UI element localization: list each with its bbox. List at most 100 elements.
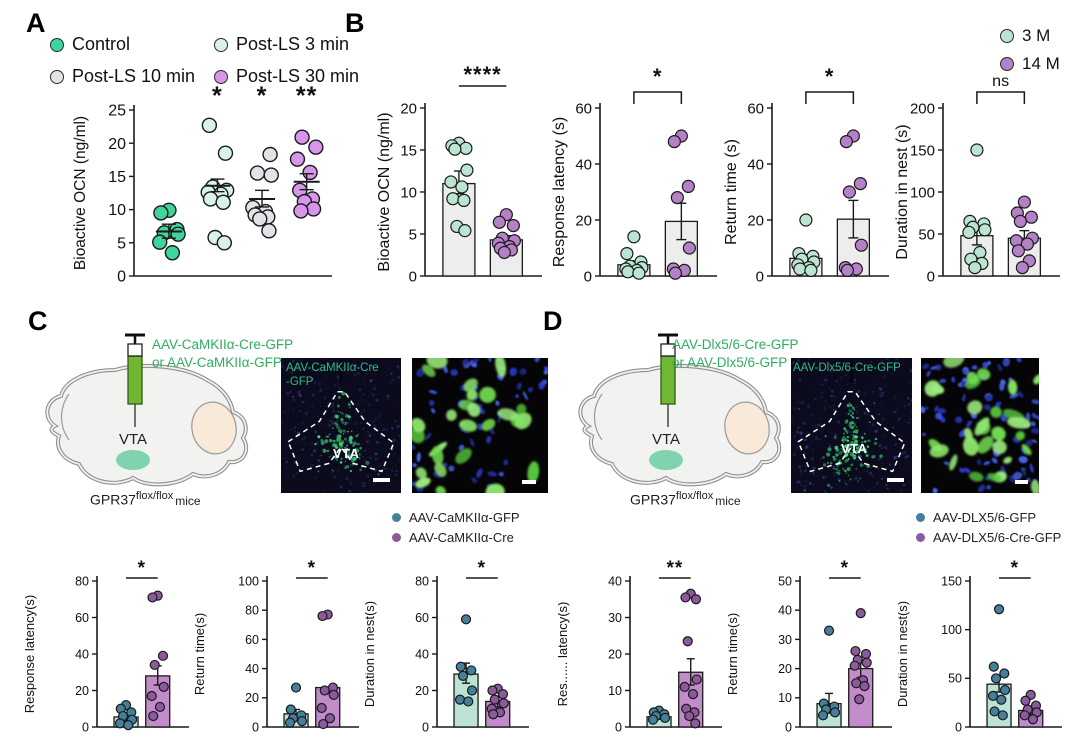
svg-text:50: 50 [918,226,935,243]
legend-item-postls-3min: Post-LS 3 min [214,34,359,55]
svg-text:80: 80 [415,574,429,588]
micro-image-label: AAV-CaMKIIα-Cre -GFP [286,362,379,388]
svg-text:0: 0 [927,268,935,285]
chart-response-latency-age: 0 20 40 60 Response latency (s) * [551,64,717,285]
svg-text:0: 0 [252,720,259,734]
svg-text:40: 40 [608,574,622,588]
svg-text:10: 10 [608,684,622,698]
svg-text:20: 20 [75,684,89,698]
micro-image-vta-section-camkii: AAV-CaMKIIα-Cre -GFP VTA [281,358,401,493]
svg-text:150: 150 [910,142,935,159]
svg-text:50: 50 [778,574,792,588]
legend-label: AAV-CaMKIIα-GFP [409,510,520,525]
svg-text:*: * [841,558,849,579]
chart-duration-in-nest-dlx: 0 50 100 150 Duration in nest(s) * [898,558,1062,734]
svg-text:5: 5 [117,235,126,252]
svg-text:60: 60 [575,100,592,117]
chart-return-time-dlx: 0 10 20 30 40 50 Return time(s) * [728,558,892,734]
svg-text:Return time(s): Return time(s) [195,613,207,695]
cerebellum-region [724,401,770,455]
vta-overlay-label: VTA [841,441,868,456]
svg-text:Response latency(s): Response latency(s) [25,595,37,714]
svg-text:ns: ns [992,73,1009,90]
svg-text:40: 40 [778,604,792,618]
svg-text:80: 80 [245,604,259,618]
panel-label-d: D [543,306,563,336]
legend-label: AAV-DLX5/6-Cre-GFP [933,530,1062,545]
svg-text:20: 20 [575,212,592,229]
svg-text:*: * [138,558,146,579]
svg-text:Return time (s): Return time (s) [723,139,740,245]
legend-item-camkii-cre: AAV-CaMKIIα-Cre [392,530,520,545]
brain-diagram-dlx: VTA [578,333,782,487]
legend-label: AAV-CaMKIIα-Cre [409,530,514,545]
svg-text:Res...... latency(s): Res...... latency(s) [558,602,570,707]
legend-label: 3 M [1022,26,1051,45]
mouse-line-label-d: GPR37flox/flox mice [630,490,741,508]
svg-text:20: 20 [778,662,792,676]
svg-text:0: 0 [756,268,764,285]
legend-dot-3m [1000,29,1014,43]
legend-item-dlx-cre-gfp: AAV-DLX5/6-Cre-GFP [916,530,1061,545]
chart-duration-in-nest-camkii: 0 20 40 60 80 Duration in nest(s) * [365,558,529,734]
svg-text:Return time(s): Return time(s) [728,613,740,695]
vta-label: VTA [119,431,147,448]
svg-text:25: 25 [108,103,126,120]
svg-text:20: 20 [747,212,764,229]
legend-label: 14 M [1022,54,1060,73]
svg-text:*: * [308,558,316,579]
svg-text:40: 40 [575,156,592,173]
svg-text:20: 20 [415,684,429,698]
micro-image-label: AAV-Dlx5/6-Cre-GFP [793,362,901,374]
legend-label: Post-LS 30 min [236,66,360,86]
svg-text:5: 5 [409,226,417,243]
svg-text:Response latency (s): Response latency (s) [551,117,568,267]
vta-region [649,450,683,470]
svg-text:100: 100 [941,623,962,637]
svg-text:0: 0 [117,269,126,286]
legend-item-control: Control [50,34,208,55]
brain-outline [578,363,782,487]
svg-text:0: 0 [82,720,89,734]
svg-text:10: 10 [778,691,792,705]
legend-dot-14m [1000,57,1014,71]
legend-label: AAV-DLX5/6-GFP [933,510,1037,525]
svg-text:20: 20 [608,647,622,661]
scale-bar [373,478,390,482]
legend-item-dlx-gfp: AAV-DLX5/6-GFP [916,510,1061,525]
panel-label-a: A [26,8,46,38]
panel-a-legend: Control Post-LS 3 min Post-LS 10 min Pos… [50,34,359,87]
legend-item-camkii-gfp: AAV-CaMKIIα-GFP [392,510,520,525]
chart-response-latency-dlx: 0 10 20 30 40 Res...... latency(s) ** [558,558,722,734]
svg-text:Bioactive OCN (ng/ml): Bioactive OCN (ng/ml) [376,112,393,271]
mouse-line-label-c: GPR37flox/flox mice [90,490,201,508]
svg-text:*: * [1011,558,1019,579]
legend-dot-dlx-gfp [916,513,925,522]
micro-image-cells-dlx [921,358,1039,493]
scale-bar [522,480,536,484]
svg-text:0: 0 [422,720,429,734]
legend-dot-postls-10min [50,69,64,84]
svg-text:20: 20 [108,136,126,153]
legend-item-3m: 3 M [1000,26,1060,46]
svg-text:*: * [257,84,268,110]
legend-dot-camkii-cre [392,533,401,542]
svg-text:*: * [478,558,486,579]
fluorescence-cells-image [412,358,548,493]
vta-label: VTA [652,431,680,448]
svg-text:20: 20 [400,100,417,117]
svg-text:Bioactive OCN (ng/ml): Bioactive OCN (ng/ml) [72,116,89,270]
chart-return-time-camkii: 0 20 40 60 80 100 Return time(s) * [195,558,359,734]
fluorescence-section-image [791,358,912,493]
svg-text:**: ** [296,84,317,110]
legend-dot-dlx-cre-gfp [916,533,925,542]
olfactory-bulb-line [593,393,603,441]
svg-text:100: 100 [910,184,935,201]
svg-text:****: **** [464,62,502,87]
svg-text:*: * [825,64,835,89]
vta-overlay-label: VTA [333,446,360,461]
svg-text:40: 40 [75,647,89,661]
chart-duration-in-nest-age: 0 50 100 150 200 Duration in nest (s) ns [894,73,1060,285]
legend-label: Post-LS 3 min [236,34,350,54]
